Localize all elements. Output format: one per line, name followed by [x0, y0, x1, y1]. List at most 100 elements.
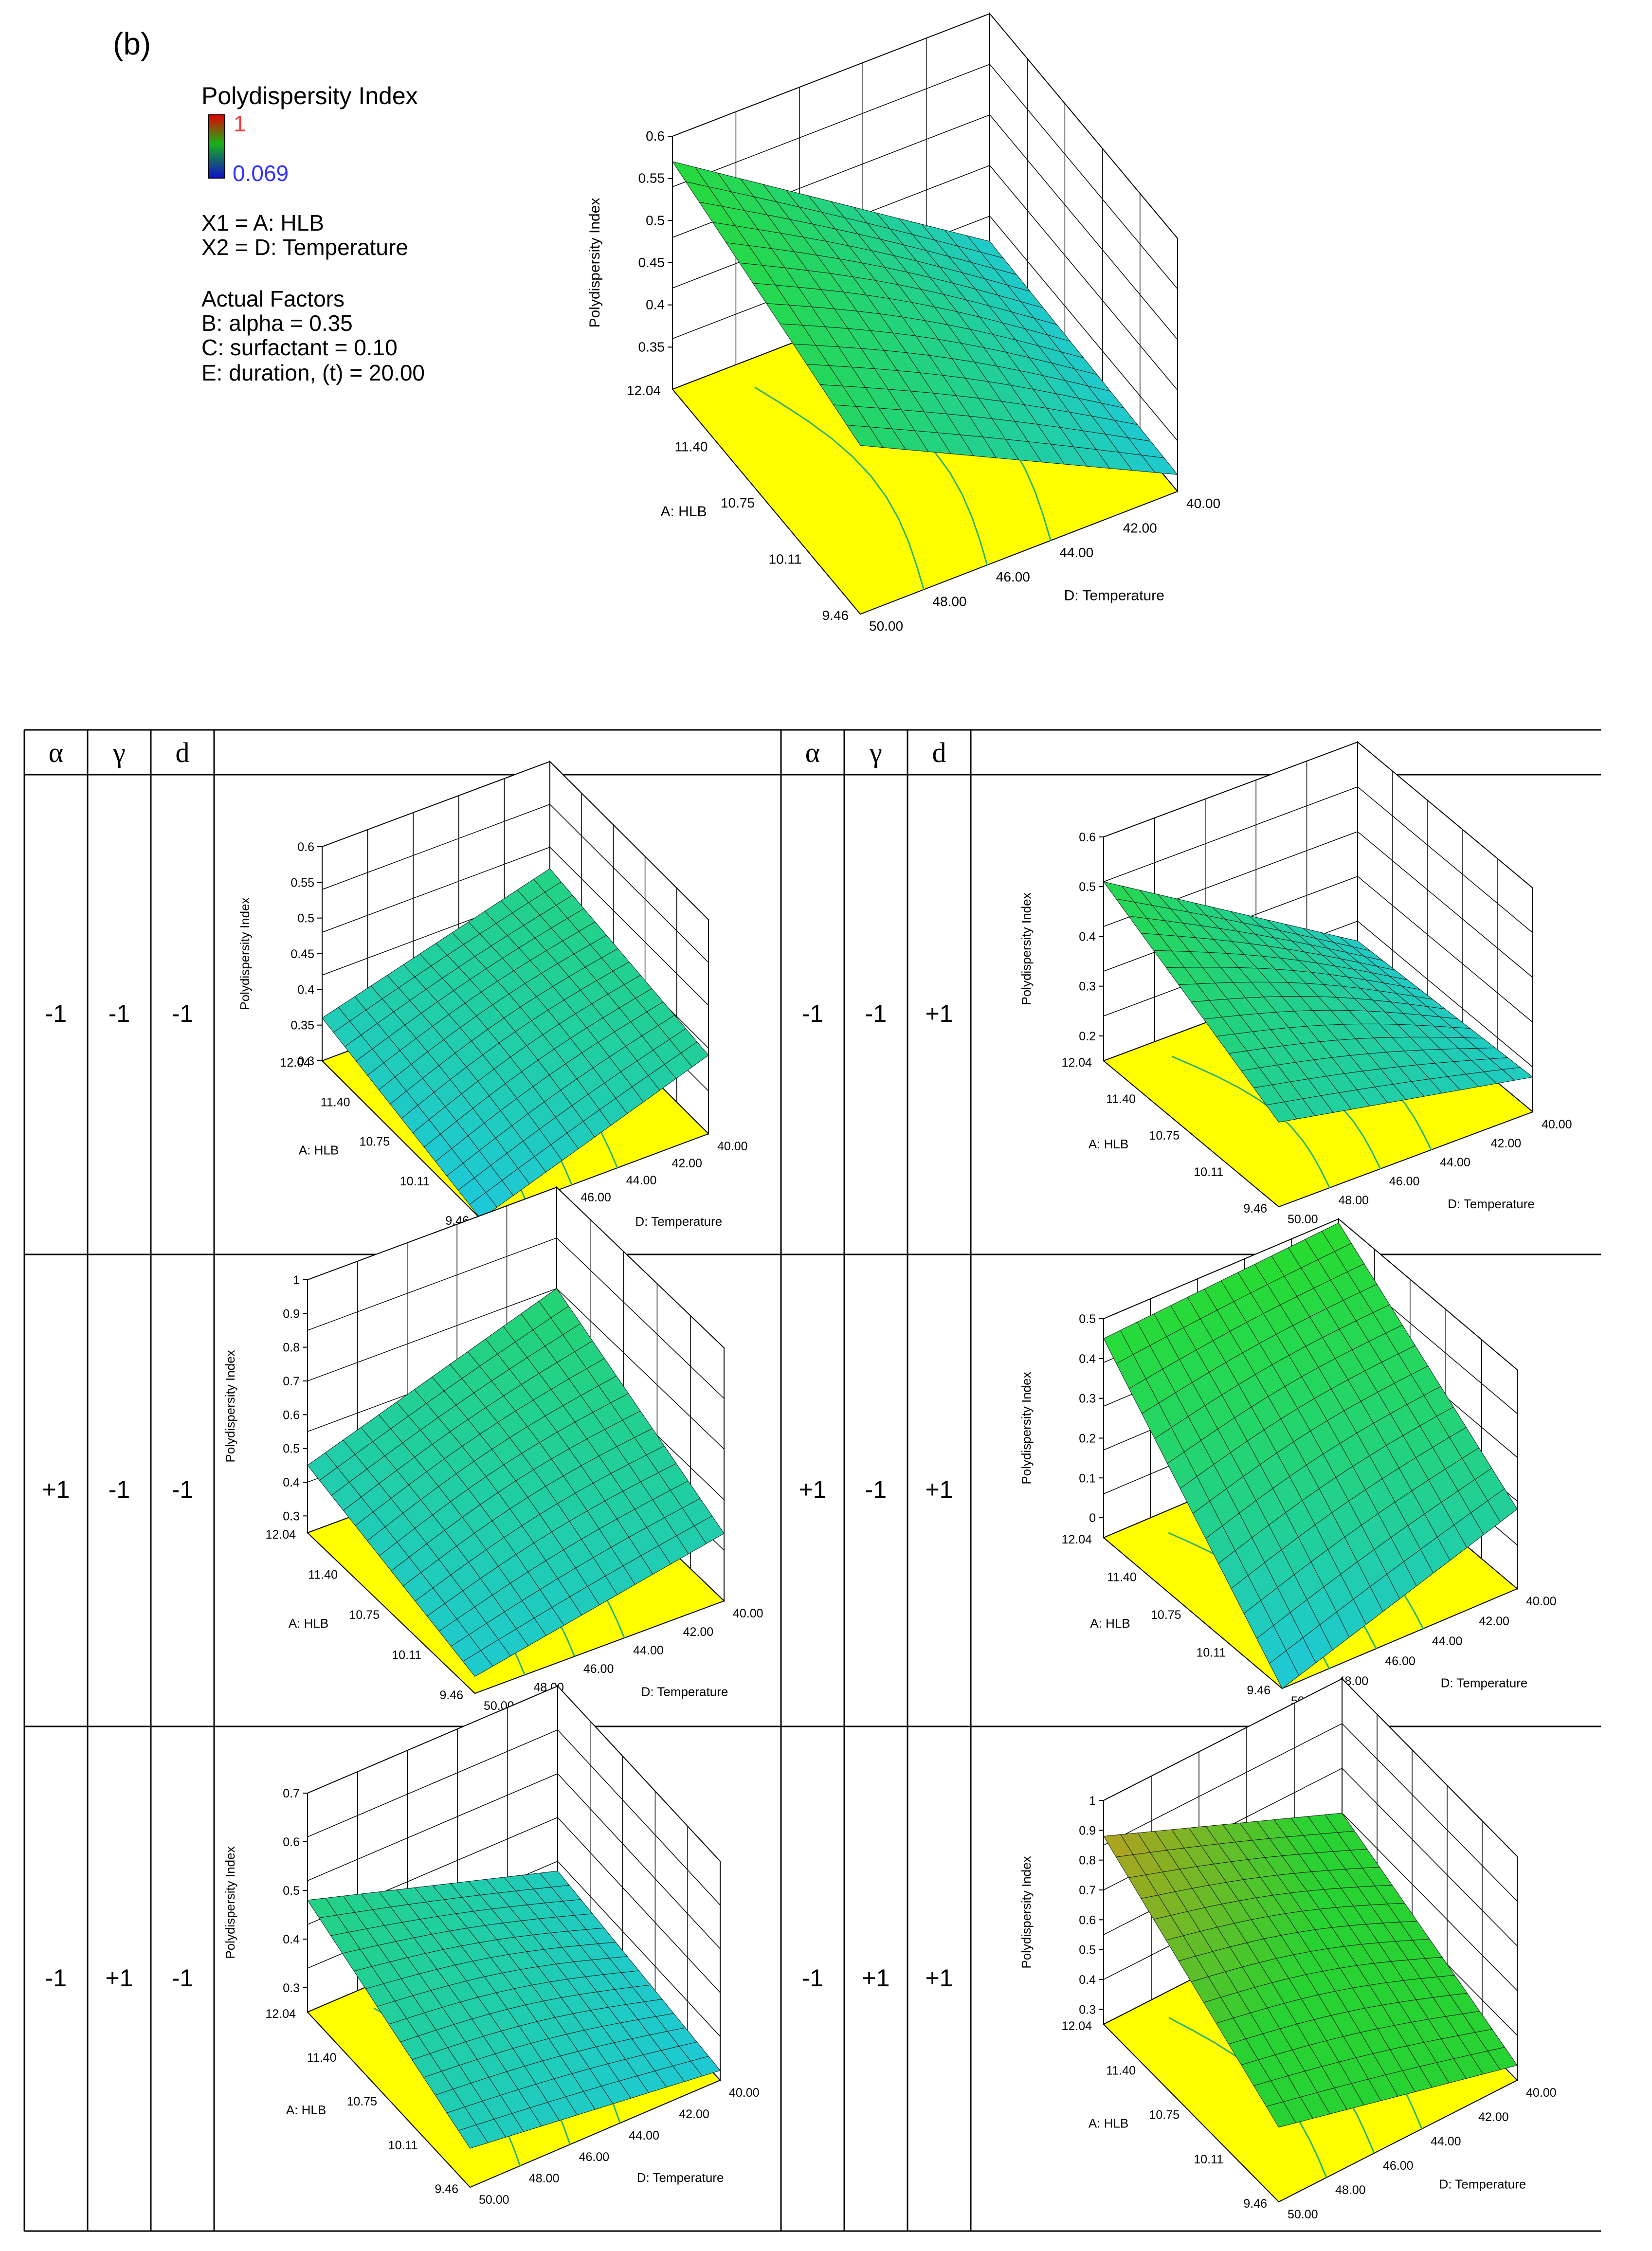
cell-d: -1 — [172, 1964, 193, 1992]
x-tick-label: 11.40 — [1106, 2064, 1136, 2077]
z-tick-label: 0.4 — [297, 983, 314, 997]
x-axis-label: A: HLB — [299, 1143, 339, 1158]
x-tick-label: 10.11 — [1194, 1165, 1223, 1179]
x-axis-label: A: HLB — [1089, 2116, 1128, 2131]
z-tick-label: 0.5 — [283, 1442, 300, 1456]
z-axis-label: Polydispersity Index — [223, 1350, 237, 1462]
cell-d: +1 — [925, 1476, 953, 1503]
z-tick-label: 1 — [1089, 1794, 1096, 1808]
z-tick-label: 0.4 — [646, 297, 665, 312]
y-tick-label: 44.00 — [1440, 1156, 1470, 1169]
z-tick-label: 0.4 — [1079, 1352, 1096, 1366]
z-tick-label: 0.7 — [283, 1787, 300, 1800]
panel-label: (b) — [113, 26, 151, 61]
z-tick-label: 0 — [1089, 1511, 1096, 1525]
x-tick-label: 9.46 — [1243, 2197, 1267, 2211]
legend-x2: X2 = D: Temperature — [201, 235, 408, 260]
x-tick-label: 12.04 — [265, 1528, 296, 1542]
cell-d: -1 — [172, 1476, 193, 1503]
z-tick-label: 0.2 — [1079, 1030, 1096, 1043]
y-tick-label: 40.00 — [733, 1607, 763, 1620]
x-tick-label: 10.75 — [346, 2095, 377, 2108]
x-tick-label: 11.40 — [675, 439, 708, 454]
z-tick-label: 0.8 — [283, 1341, 300, 1355]
surface-patch — [458, 2124, 489, 2149]
z-tick-label: 0.45 — [290, 947, 314, 961]
grid-line — [307, 1817, 721, 1993]
factor-duration: E: duration, (t) = 20.00 — [201, 360, 425, 385]
z-tick-label: 0.5 — [1079, 880, 1096, 894]
y-tick-label: 46.00 — [583, 1662, 614, 1676]
legend-title: Polydispersity Index — [201, 82, 418, 109]
x-tick-label: 10.75 — [1149, 2108, 1180, 2122]
z-tick-label: 0.35 — [290, 1019, 314, 1033]
x-tick-label: 12.04 — [627, 383, 661, 398]
grid-line — [307, 1729, 721, 1906]
x-tick-label: 10.75 — [349, 1608, 380, 1622]
x-tick-label: 10.11 — [400, 1175, 430, 1188]
z-tick-label: 0.3 — [297, 1054, 314, 1068]
header-alpha: α — [49, 737, 63, 768]
y-tick-label: 44.00 — [1431, 2135, 1461, 2148]
z-tick-label: 0.9 — [1079, 1824, 1096, 1837]
x-tick-label: 11.40 — [308, 1568, 338, 1582]
cell-gamma: -1 — [109, 1476, 130, 1503]
y-tick-label: 48.00 — [1335, 2183, 1366, 2197]
y-tick-label: 44.00 — [629, 2129, 659, 2142]
y-tick-label: 42.00 — [672, 1157, 702, 1170]
x-tick-label: 10.11 — [769, 552, 802, 567]
x-tick-label: 9.46 — [1243, 1202, 1267, 1216]
x-tick-label: 11.40 — [1106, 1092, 1136, 1106]
y-tick-label: 42.00 — [1491, 1137, 1522, 1150]
z-tick-label: 0.5 — [646, 213, 665, 228]
surface-patch — [1269, 1650, 1300, 1689]
grid-line — [307, 1237, 725, 1399]
y-tick-label: 46.00 — [996, 569, 1030, 584]
z-tick-label: 0.3 — [283, 1509, 300, 1523]
z-tick-label: 0.6 — [646, 128, 665, 144]
y-tick-label: 48.00 — [529, 2172, 560, 2185]
y-tick-label: 46.00 — [1389, 1175, 1420, 1188]
x-tick-label: 12.04 — [1061, 2019, 1092, 2033]
z-axis-label: Polydispersity Index — [1019, 1372, 1034, 1484]
y-tick-label: 42.00 — [1479, 1615, 1509, 1628]
surface-patch — [846, 425, 884, 448]
x-tick-label: 10.75 — [1151, 1608, 1181, 1622]
z-tick-label: 0.6 — [283, 1408, 300, 1422]
surface-patch — [1266, 2101, 1296, 2128]
y-tick-label: 42.00 — [683, 1625, 714, 1639]
z-axis-label: Polydispersity Index — [1019, 1856, 1034, 1968]
cell-gamma: -1 — [865, 1476, 887, 1503]
z-tick-label: 0.6 — [283, 1835, 300, 1849]
y-axis-label: D: Temperature — [1448, 1197, 1535, 1211]
y-tick-label: 44.00 — [626, 1174, 657, 1187]
z-axis-label: Polydispersity Index — [223, 1846, 237, 1959]
x-tick-label: 9.46 — [435, 2182, 458, 2196]
x-axis-label: A: HLB — [286, 2103, 326, 2117]
y-tick-label: 42.00 — [679, 2107, 709, 2121]
z-tick-label: 0.5 — [283, 1884, 300, 1898]
y-tick-label: 50.00 — [869, 618, 903, 634]
grid-line — [1103, 786, 1533, 933]
factor-surfactant: C: surfactant = 0.10 — [201, 335, 398, 360]
color-scale-bar — [208, 114, 225, 179]
cell-alpha: +1 — [42, 1476, 70, 1503]
x-tick-label: 9.46 — [1247, 1684, 1271, 1697]
surface-chart-row1-left: 0.3 0.35 0.4 0.45 0.5 0.55 0.6 Polydispersity I… — [237, 760, 748, 1238]
z-tick-label: 0.3 — [1079, 1392, 1096, 1406]
z-tick-label: 0.9 — [283, 1307, 300, 1321]
z-tick-label: 0.4 — [1079, 1973, 1096, 1987]
x-tick-label: 11.40 — [321, 1095, 350, 1109]
y-tick-label: 50.00 — [1288, 1213, 1318, 1226]
x-tick-label: 12.04 — [265, 2007, 296, 2021]
cell-alpha: +1 — [799, 1476, 826, 1503]
legend-max-value: 1 — [234, 111, 246, 136]
y-tick-label: 40.00 — [717, 1140, 748, 1153]
legend-min-value: 0.069 — [233, 161, 289, 186]
cell-gamma: +1 — [105, 1964, 133, 1992]
z-tick-label: 0.4 — [283, 1476, 300, 1489]
header-d: d — [176, 737, 190, 768]
cell-gamma: +1 — [862, 1964, 890, 1992]
y-tick-label: 50.00 — [479, 2193, 509, 2207]
x-tick-label: 10.11 — [1197, 1646, 1226, 1660]
